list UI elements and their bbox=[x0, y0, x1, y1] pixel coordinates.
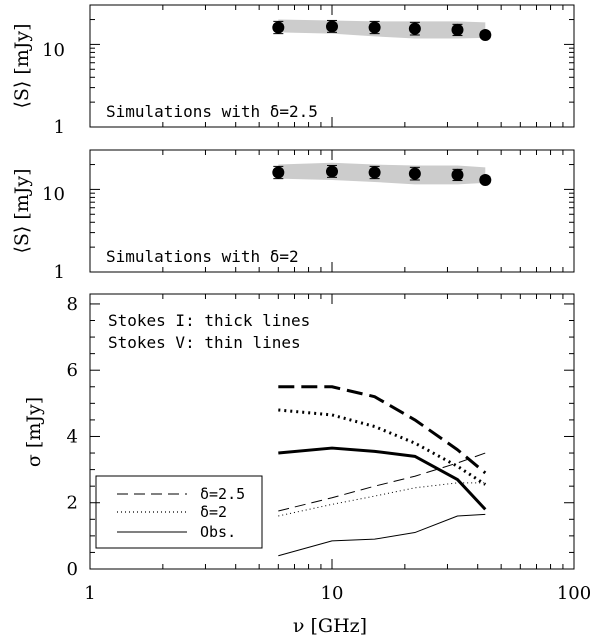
data-point bbox=[326, 165, 338, 178]
y-axis-label: ⟨S⟩ [mJy] bbox=[11, 168, 33, 253]
panel-sigma: σ [mJy] ν [GHz] Stokes I: thick lines St… bbox=[23, 293, 591, 637]
series-line-stokes-v-dashed bbox=[278, 452, 486, 512]
data-point bbox=[479, 28, 492, 41]
data-point bbox=[408, 22, 421, 35]
y-axis-label: ⟨S⟩ [mJy] bbox=[11, 23, 33, 108]
simulation-annotation: Simulations with δ=2.5 bbox=[106, 102, 318, 121]
x-tick-label: 1 bbox=[84, 583, 95, 604]
data-point bbox=[368, 166, 381, 179]
y-tick-label: 0 bbox=[67, 559, 78, 580]
data-point bbox=[272, 21, 285, 34]
panel-delta-2: 10 1 ⟨S⟩ [mJy] Simulations with δ=2 bbox=[11, 149, 575, 283]
y-tick-label: 8 bbox=[67, 294, 78, 315]
data-point bbox=[368, 21, 381, 34]
legend: δ=2.5 δ=2 Obs. bbox=[95, 475, 263, 549]
simulation-annotation: Simulations with δ=2 bbox=[106, 247, 299, 266]
y-tick-label: 10 bbox=[42, 40, 65, 61]
y-tick-label: 6 bbox=[67, 360, 78, 381]
panel-delta-2-5: 10 1 ⟨S⟩ [mJy] Simulations with δ=2.5 bbox=[11, 4, 575, 138]
series-line-stokes-v-dotted bbox=[278, 482, 486, 517]
y-tick-label: 4 bbox=[67, 426, 78, 447]
x-tick-label: 100 bbox=[557, 583, 591, 604]
y-tick-label: 1 bbox=[54, 117, 65, 138]
x-tick-label: 10 bbox=[321, 583, 344, 604]
data-point bbox=[451, 23, 464, 36]
data-point bbox=[272, 166, 285, 179]
y-tick-label: 10 bbox=[42, 184, 65, 205]
legend-label: δ=2.5 bbox=[200, 485, 245, 503]
data-point bbox=[408, 167, 421, 180]
data-point bbox=[451, 168, 464, 181]
y-tick-label: 2 bbox=[67, 493, 78, 514]
series-line-stokes-i-dashed bbox=[278, 385, 487, 475]
data-point bbox=[326, 20, 338, 33]
stokes-v-note: Stokes V: thin lines bbox=[108, 333, 301, 352]
x-axis-label: ν [GHz] bbox=[293, 615, 367, 637]
legend-box bbox=[95, 475, 263, 549]
data-point bbox=[479, 173, 492, 186]
series-line-stokes-v-solid bbox=[278, 513, 486, 557]
y-axis-label: σ [mJy] bbox=[23, 397, 45, 467]
legend-label: δ=2 bbox=[200, 503, 227, 521]
legend-label: Obs. bbox=[200, 523, 236, 541]
y-tick-label: 1 bbox=[54, 262, 65, 283]
stokes-i-note: Stokes I: thick lines bbox=[108, 311, 310, 330]
series-line-stokes-i-solid bbox=[278, 446, 487, 511]
